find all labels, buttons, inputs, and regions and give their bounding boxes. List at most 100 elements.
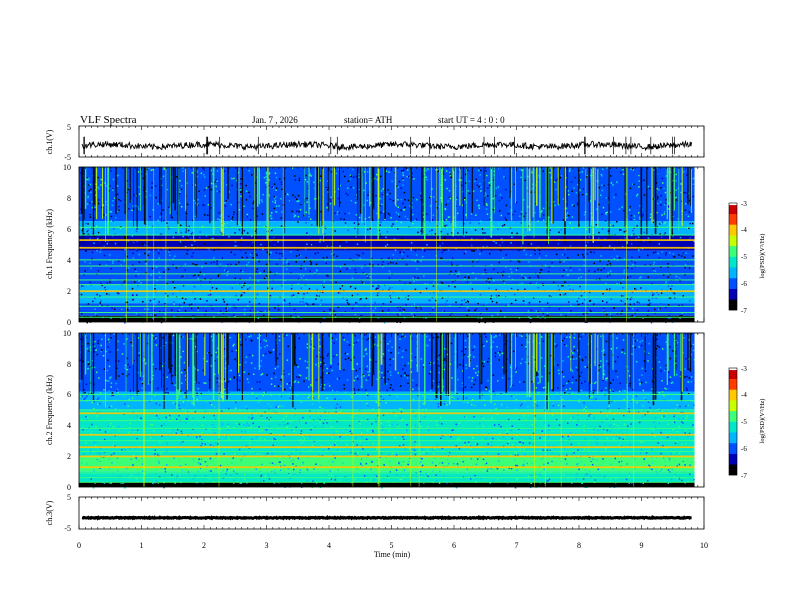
spectrogram-speckle	[537, 479, 539, 481]
spectrogram-speckle	[510, 366, 512, 369]
spectrogram-speckle	[364, 264, 366, 266]
spectrogram-speckle	[134, 180, 136, 182]
spectrogram-speckle	[397, 268, 400, 270]
spectrogram-speckle	[384, 218, 386, 221]
spectrogram-speckle	[563, 253, 566, 256]
spectrogram-speckle	[436, 225, 439, 227]
spectrogram-speckle	[310, 262, 313, 264]
spectrogram-speckle	[234, 245, 236, 247]
spectrogram-speckle	[339, 266, 342, 268]
spectrogram-speckle	[243, 252, 246, 255]
spectrogram-speckle	[326, 256, 328, 259]
spectrogram-speckle	[630, 218, 632, 220]
spectrogram-speckle	[187, 229, 190, 232]
spectrogram-speckle	[275, 211, 278, 213]
spectrogram-speckle	[330, 196, 332, 199]
spectrogram-speckle	[160, 452, 162, 455]
spectrogram-speckle	[511, 232, 513, 234]
spectrogram-speckle	[542, 214, 545, 216]
spectrogram-speckle	[262, 229, 264, 231]
spectrogram-speckle	[392, 358, 395, 360]
spectrogram-speckle	[540, 269, 542, 271]
spectrogram-speckle	[433, 447, 436, 450]
spectrogram-speckle	[638, 249, 640, 251]
spectrogram-speckle	[650, 321, 653, 324]
spectrogram-speckle	[90, 315, 92, 317]
spectrogram-speckle	[350, 359, 352, 361]
spectrogram-speckle	[142, 470, 144, 472]
spectrogram-speckle	[558, 308, 561, 310]
spectrogram-speckle	[635, 395, 638, 397]
spectrogram-speckle	[265, 340, 267, 342]
spectrogram-speckle	[85, 410, 87, 413]
spectrogram-speckle	[416, 299, 419, 301]
spectrogram-speckle	[92, 300, 94, 303]
spectrogram-speckle	[456, 218, 458, 220]
spectrogram-speckle	[663, 211, 666, 213]
spectrogram-streak	[238, 167, 240, 225]
spectrogram-speckle	[83, 397, 86, 400]
spectrogram-speckle	[375, 195, 377, 197]
spectrogram-speckle	[205, 241, 207, 243]
spectrogram-speckle	[561, 339, 564, 342]
spectrogram-speckle	[445, 219, 448, 221]
spectrogram-speckle	[433, 368, 435, 370]
spectrogram-streak	[578, 167, 580, 227]
spectrogram-speckle	[261, 463, 263, 466]
spectrogram-speckle	[458, 271, 460, 274]
spectrogram-speckle	[479, 182, 481, 185]
spectrogram-speckle	[330, 443, 332, 445]
spectrogram-speckle	[208, 186, 210, 188]
spectrogram-speckle	[499, 249, 502, 252]
spectrogram-speckle	[647, 401, 650, 403]
spectrogram-speckle	[521, 169, 523, 171]
spectrogram-speckle	[402, 209, 405, 211]
spectrogram-speckle	[389, 387, 392, 389]
spectrogram-streak	[690, 167, 692, 213]
spectrogram-speckle	[339, 201, 341, 204]
spectrogram-speckle	[605, 213, 608, 216]
spectrogram-speckle	[686, 260, 688, 262]
spectrogram-speckle	[578, 398, 581, 401]
spectrogram-speckle	[406, 424, 408, 426]
spectrogram-speckle	[137, 206, 139, 208]
spectrogram-speckle	[577, 202, 579, 205]
spectrogram-speckle	[265, 176, 267, 178]
spectrogram-speckle	[466, 451, 468, 453]
spectrogram-speckle	[570, 350, 573, 352]
spectrogram-impulse	[370, 167, 372, 322]
spectrogram-speckle	[413, 303, 415, 306]
spectrogram-speckle	[558, 467, 560, 470]
spectrogram-speckle	[94, 176, 96, 179]
spectrogram-speckle	[138, 186, 140, 188]
spectrogram-speckle	[110, 454, 113, 456]
spectrogram-speckle	[81, 229, 84, 232]
spectrogram-speckle	[440, 281, 443, 284]
spectrogram-speckle	[659, 260, 661, 262]
spectrogram-speckle	[508, 275, 510, 278]
spectrogram-speckle	[508, 211, 511, 214]
spectrogram-speckle	[555, 188, 557, 191]
spectrogram-speckle	[680, 183, 682, 185]
spectrogram-streak	[515, 167, 516, 204]
spectrogram-speckle	[274, 196, 277, 198]
spectrogram-speckle	[334, 443, 336, 445]
spectrogram-speckle	[227, 263, 229, 266]
spectrogram-speckle	[405, 349, 407, 351]
spectrogram-speckle	[438, 354, 441, 357]
spectrogram-speckle	[327, 419, 329, 421]
spectrogram-speckle	[436, 436, 439, 438]
spectrogram-speckle	[501, 197, 503, 199]
spectrogram-streak	[608, 167, 610, 239]
spectrogram-speckle	[485, 302, 487, 305]
spectrogram-speckle	[225, 184, 228, 186]
spectrogram-speckle	[338, 232, 341, 234]
spectrogram-band	[79, 305, 695, 307]
spectrogram-speckle	[422, 464, 424, 466]
spectrogram-speckle	[96, 398, 99, 400]
spectrogram-speckle	[83, 268, 86, 271]
spectrogram-speckle	[530, 398, 532, 400]
spectrogram-speckle	[665, 199, 668, 201]
spectrogram-speckle	[258, 252, 260, 254]
spectrogram-speckle	[210, 207, 212, 209]
